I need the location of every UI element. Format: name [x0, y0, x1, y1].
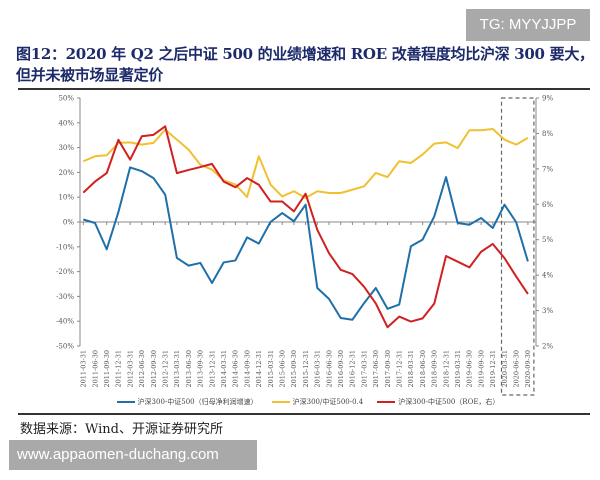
figure-title: 图12：2020 年 Q2 之后中证 500 的业绩增速和 ROE 改善程度均比…	[16, 44, 600, 86]
legend-item-yellow: 沪深300/中证500-0.4	[271, 397, 364, 407]
left-tick-label: -10%	[56, 243, 74, 251]
x-tick-label: 2014-03-31	[220, 350, 228, 387]
x-tick-label: 2011-09-30	[103, 350, 111, 387]
x-tick-label: 2017-06-30	[372, 350, 380, 387]
left-tick-label: -50%	[56, 343, 74, 351]
x-tick-label: 2013-03-31	[173, 350, 181, 387]
x-tick-label: 2013-09-30	[197, 350, 205, 387]
bottom-rule	[18, 413, 590, 415]
left-tick-label: -20%	[56, 268, 74, 276]
x-tick-label: 2013-06-30	[185, 350, 193, 387]
right-tick-label: 9%	[542, 95, 553, 103]
x-tick-label: 2015-06-30	[279, 350, 287, 387]
x-tick-label: 2019-03-31	[454, 350, 462, 387]
x-tick-label: 2020-09-30	[524, 350, 532, 387]
x-tick-label: 2011-06-30	[91, 350, 99, 387]
series-line-0	[83, 166, 529, 321]
title-line-2: 但并未被市场显著定价	[16, 66, 164, 84]
left-tick-label: 40%	[58, 119, 74, 127]
legend-swatch	[271, 401, 290, 403]
x-tick-label: 2018-03-31	[407, 350, 415, 387]
x-tick-label: 2012-03-31	[126, 350, 134, 387]
x-tick-label: 2016-09-30	[337, 350, 345, 387]
x-tick-label: 2013-12-31	[208, 350, 216, 387]
x-tick-label: 2015-09-30	[290, 350, 298, 387]
title-line-1: 图12：2020 年 Q2 之后中证 500 的业绩增速和 ROE 改善程度均比…	[16, 45, 594, 63]
x-tick-label: 2012-09-30	[150, 350, 158, 387]
left-tick-label: -40%	[56, 318, 74, 326]
right-tick-label: 8%	[542, 130, 553, 138]
x-tick-label: 2016-06-30	[325, 350, 333, 387]
x-tick-label: 2018-06-30	[419, 350, 427, 387]
left-tick-label: -30%	[56, 293, 74, 301]
left-tick-label: 20%	[58, 169, 74, 177]
x-tick-label: 2012-06-30	[138, 350, 146, 387]
legend-label: 沪深300-中证500（ROE，右）	[398, 398, 500, 406]
left-tick-label: 10%	[58, 194, 74, 202]
series-line-2	[82, 125, 529, 329]
watermark-bottom: www.appaomen-duchang.com	[9, 440, 257, 470]
legend-swatch	[377, 401, 396, 403]
x-tick-label: 2016-12-31	[349, 350, 357, 387]
x-tick-label: 2014-12-31	[255, 350, 263, 387]
right-tick-label: 3%	[542, 307, 553, 315]
left-tick-label: 50%	[58, 95, 74, 103]
right-tick-label: 5%	[542, 236, 553, 244]
right-tick-label: 2%	[542, 343, 553, 351]
legend-item-red: 沪深300-中证500（ROE，右）	[377, 397, 499, 407]
x-tick-label: 2014-09-30	[243, 350, 251, 387]
x-tick-label: 2019-12-31	[489, 350, 497, 387]
left-tick-label: 30%	[58, 144, 74, 152]
x-tick-label: 2015-12-31	[302, 350, 310, 387]
x-tick-label: 2017-12-31	[396, 350, 404, 387]
top-rule	[18, 88, 590, 90]
legend-item-blue: 沪深300-中证500（归母净利润增速）	[116, 397, 258, 407]
x-tick-label: 2016-03-31	[314, 350, 322, 387]
legend-label: 沪深300-中证500（归母净利润增速）	[137, 398, 258, 406]
right-tick-label: 4%	[542, 272, 553, 280]
legend: 沪深300-中证500（归母净利润增速） 沪深300/中证500-0.4 沪深3…	[80, 397, 536, 407]
x-tick-label: 2014-06-30	[232, 350, 240, 387]
x-tick-label: 2017-03-31	[360, 350, 368, 387]
x-tick-label: 2017-09-30	[384, 350, 392, 387]
x-tick-label: 2019-06-30	[466, 350, 474, 387]
x-tick-label: 2011-12-31	[115, 350, 123, 387]
x-tick-label: 2019-09-30	[477, 350, 485, 387]
x-tick-label: 2012-12-31	[162, 350, 170, 387]
x-tick-label: 2020-03-31	[501, 350, 509, 387]
x-tick-label: 2011-03-31	[80, 350, 88, 387]
watermark-top: TG: MYYJJPP	[466, 9, 590, 41]
x-tick-label: 2015-03-31	[267, 350, 275, 387]
legend-swatch	[116, 401, 135, 403]
series-line-1	[82, 128, 529, 199]
right-tick-label: 7%	[542, 165, 553, 173]
legend-label: 沪深300/中证500-0.4	[292, 398, 364, 406]
x-tick-label: 2018-09-30	[431, 350, 439, 387]
source-note: 数据来源：Wind、开源证券研究所	[20, 422, 223, 437]
x-tick-label: 2020-06-30	[513, 350, 521, 387]
right-tick-label: 6%	[542, 201, 553, 209]
left-tick-label: 0%	[63, 219, 74, 227]
highlight-box	[500, 97, 535, 396]
x-tick-label: 2018-12-31	[442, 350, 450, 387]
